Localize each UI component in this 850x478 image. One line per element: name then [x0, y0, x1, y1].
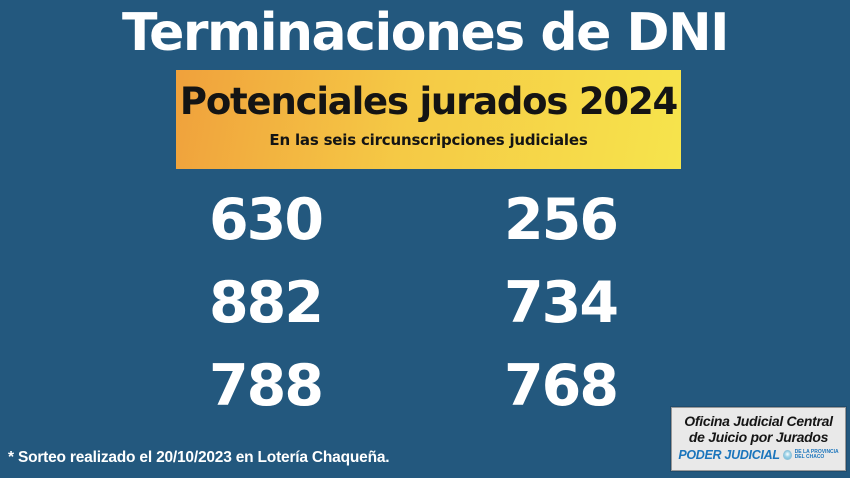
- poder-judicial-brand: PODER JUDICIAL DE LA PROVINCIA DEL CHACO: [672, 448, 845, 462]
- brand-subtitle-line2: DEL CHACO: [794, 454, 825, 460]
- banner: Potenciales jurados 2024 En las seis cir…: [176, 70, 681, 169]
- logo-org-line1: Oficina Judicial Central: [684, 413, 833, 429]
- logo-box: Oficina Judicial Central de Juicio por J…: [671, 407, 846, 471]
- banner-subheading: En las seis circunscripciones judiciales: [269, 131, 588, 149]
- brand-subtitle-line1: DE LA PROVINCIA: [794, 448, 839, 455]
- dni-ending-number-3: 882: [209, 269, 324, 336]
- dni-endings-grid: 630 256 882 734 788 768: [118, 178, 708, 427]
- dni-ending-number-1: 630: [209, 186, 324, 253]
- banner-heading: Potenciales jurados 2024: [179, 80, 678, 123]
- footnote: * Sorteo realizado el 20/10/2023 en Lote…: [8, 449, 390, 466]
- poster-title: Terminaciones de DNI: [122, 3, 729, 63]
- brand-subtitle: DE LA PROVINCIA DEL CHACO: [794, 448, 839, 461]
- chaco-coat-of-arms-icon: [782, 450, 792, 460]
- dni-ending-number-5: 788: [209, 352, 324, 419]
- dni-ending-number-6: 768: [504, 352, 619, 419]
- dni-ending-number-4: 734: [504, 269, 619, 336]
- dni-ending-number-2: 256: [504, 186, 619, 253]
- poder-judicial-wordmark: PODER JUDICIAL: [678, 448, 780, 462]
- logo-org-line2: de Juicio por Jurados: [688, 429, 829, 445]
